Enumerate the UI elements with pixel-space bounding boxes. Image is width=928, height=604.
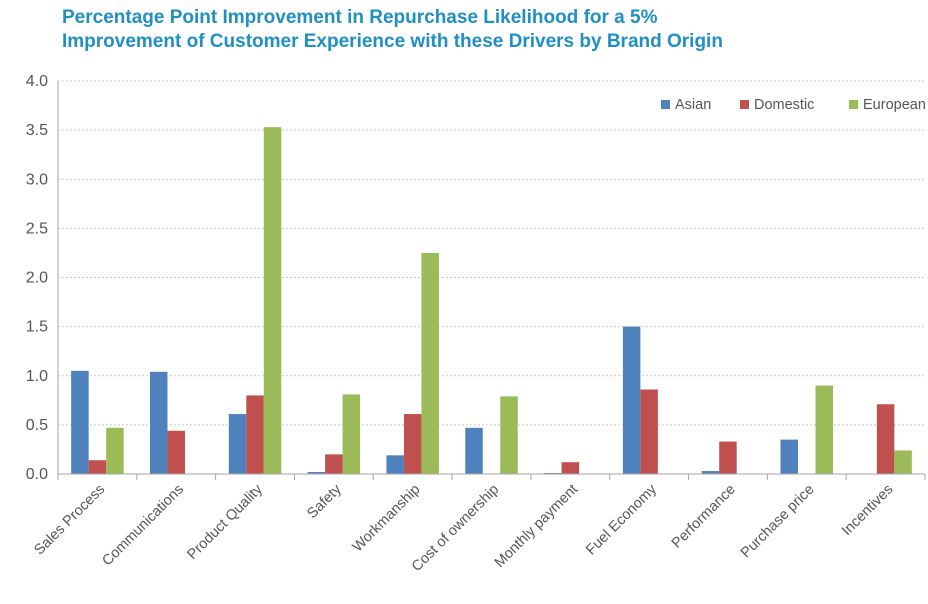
legend-label: European	[863, 97, 926, 113]
legend-label: Asian	[675, 97, 711, 113]
x-tick-label: Fuel Economy	[583, 481, 660, 558]
bar	[325, 454, 343, 474]
bar	[876, 404, 895, 474]
y-tick-label: 3.5	[26, 122, 48, 139]
y-tick-label: 1.5	[26, 319, 48, 336]
y-tick-label: 4.0	[26, 73, 48, 90]
x-tick-label: Product Quality	[184, 481, 266, 563]
bar	[719, 441, 737, 474]
bar	[246, 395, 264, 474]
legend-swatch	[661, 100, 670, 109]
y-tick-label: 3.0	[26, 171, 48, 188]
y-axis-ticks: 0.0 0.5 1.0 1.5 2.0 2.5 3.0 3.5 4.0	[26, 73, 48, 483]
bar	[106, 427, 124, 474]
x-tick-label: Purchase price	[738, 482, 818, 562]
bar	[780, 439, 799, 474]
bar	[465, 427, 483, 474]
bar	[307, 472, 326, 474]
x-tick-label: Performance	[669, 482, 739, 552]
bar	[894, 450, 912, 474]
bar	[386, 455, 404, 474]
bar	[88, 460, 107, 474]
legend-swatch	[740, 100, 749, 109]
chart-title: Percentage Point Improvement in Repurcha…	[62, 6, 882, 54]
x-tick-label: Workmanship	[350, 482, 424, 556]
y-tick-label: 2.0	[26, 270, 48, 287]
x-tick-label: Monthly payment	[492, 482, 581, 571]
y-tick-label: 2.5	[26, 220, 48, 237]
bar	[622, 326, 641, 474]
bar	[500, 396, 518, 474]
y-tick-label: 0.0	[26, 466, 48, 483]
legend-swatch	[849, 100, 858, 109]
bar	[701, 471, 720, 474]
bar	[263, 127, 282, 475]
bar	[71, 370, 89, 474]
bar	[640, 389, 658, 474]
x-tick-label: Communications	[99, 482, 187, 570]
bar	[149, 371, 168, 474]
bar	[815, 385, 834, 474]
x-tick-label: Incentives	[839, 482, 896, 539]
x-tick-label: Safety	[304, 481, 345, 522]
legend-label: Domestic	[754, 97, 814, 113]
legend: Asian Domestic European	[661, 97, 926, 113]
chart-title-line-1: Percentage Point Improvement in Repurcha…	[62, 7, 658, 28]
y-tick-label: 0.5	[26, 417, 48, 434]
y-tick-label: 1.0	[26, 368, 48, 385]
bar	[167, 430, 185, 474]
bar	[342, 394, 361, 474]
bar	[561, 462, 580, 474]
gridlines	[58, 80, 925, 426]
bar	[228, 414, 247, 474]
bars	[71, 127, 912, 475]
x-tick-label: Cost of ownership	[409, 482, 502, 575]
bar	[421, 252, 439, 474]
bar	[403, 414, 422, 474]
x-tick-label: Sales Process	[31, 482, 108, 559]
chart-title-line-2: Improvement of Customer Experience with …	[62, 31, 723, 52]
